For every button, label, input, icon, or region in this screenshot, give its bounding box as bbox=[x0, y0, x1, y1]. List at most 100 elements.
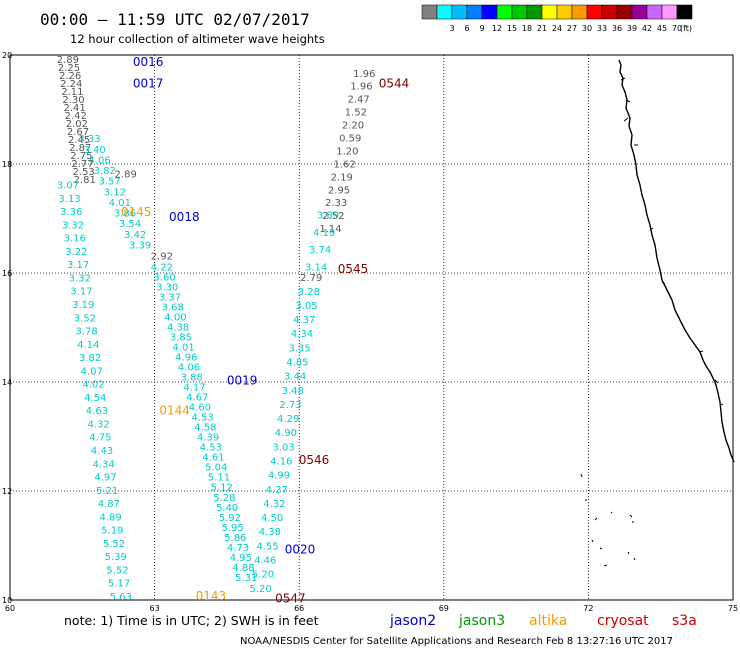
legend-label: 39 bbox=[627, 24, 637, 33]
wave-height-value: 3.36 bbox=[60, 207, 82, 218]
lat-tick-label: 20 bbox=[2, 51, 12, 60]
wave-height-value: 4.19 bbox=[313, 228, 335, 239]
wave-height-value: 3.28 bbox=[298, 287, 320, 298]
wave-height-value: 3.13 bbox=[58, 194, 80, 205]
satellite-name: cryosat bbox=[597, 613, 649, 629]
wave-height-value: 3.40 bbox=[83, 145, 105, 156]
wave-height-value: 5.86 bbox=[224, 533, 246, 544]
wave-height-value: 3.16 bbox=[64, 234, 86, 245]
wave-height-value: 2.11 bbox=[61, 87, 83, 98]
legend-label: 45 bbox=[657, 24, 667, 33]
map-subtitle: 12 hour collection of altimeter wave hei… bbox=[70, 32, 325, 46]
wave-height-value: 4.95 bbox=[230, 553, 252, 564]
wave-height-value: 1.62 bbox=[333, 159, 355, 170]
satellite-name: altika bbox=[529, 613, 567, 629]
pass-label: 0018 bbox=[169, 210, 200, 224]
legend-unit: (ft) bbox=[680, 24, 692, 33]
wave-height-value: 2.25 bbox=[58, 63, 80, 74]
wave-height-value: 5.11 bbox=[208, 473, 230, 484]
wave-height-value: 4.39 bbox=[197, 433, 219, 444]
graticule bbox=[10, 55, 733, 600]
lon-tick-label: 69 bbox=[439, 604, 449, 613]
lat-tick-label: 10 bbox=[2, 596, 12, 605]
legend-label: 21 bbox=[537, 24, 547, 33]
wave-height-value: 3.32 bbox=[69, 273, 91, 284]
wave-height-value: 4.17 bbox=[183, 383, 205, 394]
wave-height-value: 4.89 bbox=[99, 512, 121, 523]
wave-height-value: 4.67 bbox=[186, 393, 208, 404]
wave-height-value: 2.45 bbox=[68, 135, 90, 146]
wave-height-value: 4.02 bbox=[82, 380, 104, 391]
wave-height-value: 2.02 bbox=[66, 119, 88, 130]
wave-height-value: 3.89 bbox=[317, 211, 339, 222]
wave-height-value: 3.35 bbox=[289, 343, 311, 354]
wave-height-value: 5.40 bbox=[216, 503, 238, 514]
wave-height-value: 4.97 bbox=[94, 473, 116, 484]
legend-label: 6 bbox=[464, 24, 469, 33]
wave-height-value: 4.85 bbox=[286, 358, 308, 369]
wave-height-value: 5.17 bbox=[108, 579, 130, 590]
wave-height-value: 2.73 bbox=[279, 400, 301, 411]
wave-height-value: 3.30 bbox=[156, 282, 178, 293]
wave-height-value: 5.52 bbox=[103, 539, 125, 550]
wave-height-value: 3.03 bbox=[272, 442, 294, 453]
wave-height-value: 2.75 bbox=[70, 151, 92, 162]
wave-height-value: 3.17 bbox=[70, 287, 92, 298]
wave-height-value: 4.73 bbox=[227, 543, 249, 554]
lon-tick-label: 63 bbox=[150, 604, 160, 613]
legend-label: 70 bbox=[672, 24, 682, 33]
wave-height-value: 3.54 bbox=[119, 219, 141, 230]
wave-height-value: 3.78 bbox=[76, 327, 98, 338]
wave-height-value: 3.19 bbox=[72, 300, 94, 311]
wave-height-value: 2.30 bbox=[62, 95, 84, 106]
legend-swatch bbox=[481, 4, 498, 20]
wave-height-value: 2.52 bbox=[322, 211, 344, 222]
credit-line: NOAA/NESDIS Center for Satellite Applica… bbox=[240, 636, 673, 647]
legend-swatch bbox=[526, 4, 543, 20]
altimeter-tracks: 2.892.252.262.242.112.302.412.422.022.67… bbox=[57, 55, 376, 603]
wave-height-value: 4.34 bbox=[291, 329, 313, 340]
wave-height-value: 2.87 bbox=[69, 143, 91, 154]
wave-height-value: 1.14 bbox=[319, 224, 341, 235]
wave-height-value: 4.14 bbox=[77, 340, 99, 351]
wave-height-value: 2.95 bbox=[328, 185, 350, 196]
wave-height-value: 4.37 bbox=[293, 315, 315, 326]
wave-height-value: 4.87 bbox=[98, 499, 120, 510]
wave-height-value: 4.06 bbox=[178, 362, 200, 373]
wave-height-value: 4.96 bbox=[175, 352, 197, 363]
wave-height-value: 2.53 bbox=[72, 167, 94, 178]
wave-height-value: 4.32 bbox=[263, 499, 285, 510]
legend-label: 9 bbox=[479, 24, 484, 33]
wave-height-value: 3.37 bbox=[159, 292, 181, 303]
wave-height-value: 5.52 bbox=[106, 565, 128, 576]
wave-height-value: 2.89 bbox=[115, 170, 137, 181]
wave-height-value: 3.32 bbox=[62, 220, 84, 231]
wave-height-value: 1.20 bbox=[336, 146, 358, 157]
wave-height-value: 3.82 bbox=[94, 166, 116, 177]
legend-swatch bbox=[421, 4, 438, 20]
wave-height-value: 4.50 bbox=[261, 513, 283, 524]
wave-height-value: 4.63 bbox=[86, 406, 108, 417]
track-jason2-0017-cyan-lower: 4.223.603.303.373.684.004.383.854.014.96… bbox=[151, 262, 258, 584]
wave-height-value: 5.20 bbox=[252, 570, 274, 581]
wave-height-value: 4.38 bbox=[167, 322, 189, 333]
axis-labels: 60 63 66 69 72 75 20 18 16 14 12 10 bbox=[2, 51, 738, 613]
wave-height-value: 5.04 bbox=[205, 463, 227, 474]
legend-swatch bbox=[541, 4, 558, 20]
wave-height-value: 4.55 bbox=[256, 541, 278, 552]
wave-height-value: 3.44 bbox=[284, 372, 306, 383]
wave-height-value: 5.39 bbox=[105, 552, 127, 563]
lon-tick-label: 72 bbox=[583, 604, 593, 613]
wave-height-value: 4.58 bbox=[194, 423, 216, 434]
wave-height-value: 3.60 bbox=[153, 272, 175, 283]
track-cryosat-0544-cyan: 3.89 4.19 3.74 3.14 bbox=[305, 211, 339, 274]
track-cryosat-0544-gray: 1.96 1.96 2.47 1.52 2.20 0.591.20 1.62 2.19 2.95… bbox=[319, 69, 375, 235]
track-jason2-0017-gray: 2.892.252.262.242.112.302.412.422.022.67… bbox=[57, 55, 96, 186]
wave-height-value: 5.21 bbox=[96, 486, 118, 497]
wave-height-value: 5.12 bbox=[211, 483, 233, 494]
wave-height-value: 2.19 bbox=[331, 172, 353, 183]
legend-swatch bbox=[646, 4, 663, 20]
legend-label: 18 bbox=[522, 24, 532, 33]
satellite-name: s3a bbox=[672, 613, 697, 629]
track-saral-0145: 3.07 3.13 3.36 3.32 3.16 3.22 3.17 3.32 3.17 3.19… bbox=[57, 181, 132, 603]
